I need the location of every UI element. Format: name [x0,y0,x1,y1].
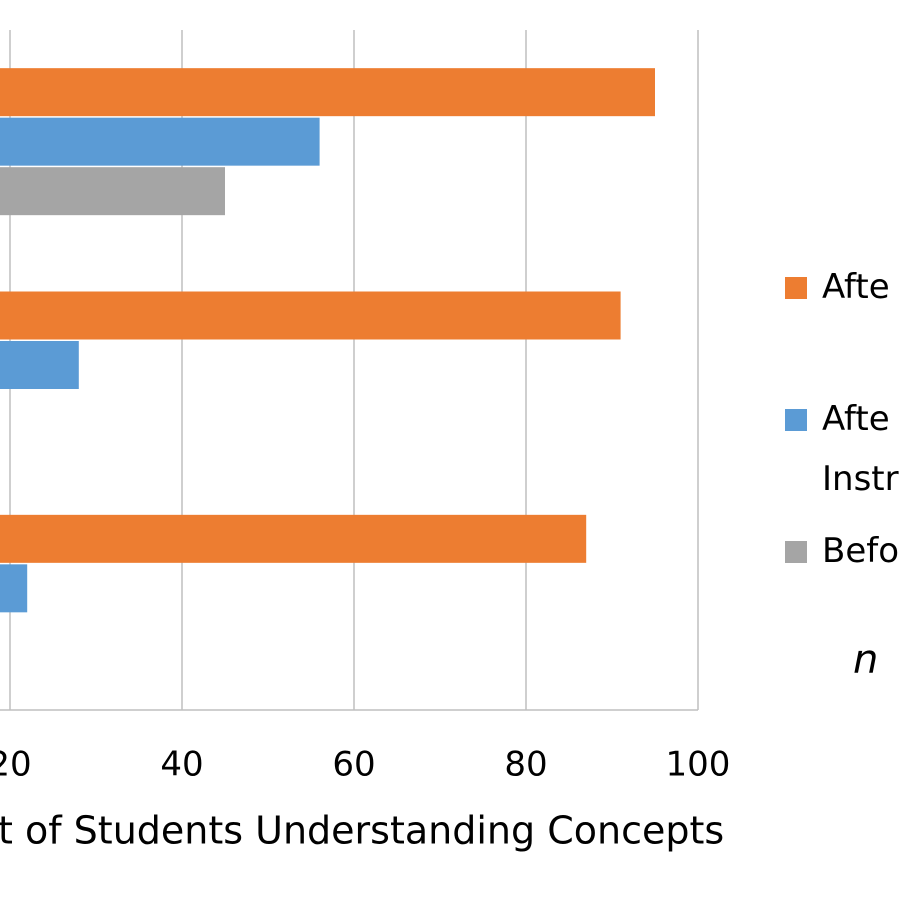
x-tick-label: 60 [332,745,375,785]
bar [0,167,225,216]
bar [0,514,587,563]
bar [0,291,621,340]
x-axis-title: t of Students Understanding Concepts [0,809,724,853]
legend-swatch [785,409,807,431]
bar [0,68,655,117]
bar [0,564,28,613]
x-tick-label: 80 [504,745,547,785]
legend-swatch [785,277,807,299]
legend-label: Afte [822,267,890,307]
x-tick-label: 100 [666,745,731,785]
annotation: n [853,637,878,683]
bar [0,341,79,389]
x-tick-label: 20 [0,745,32,785]
x-tick-label: 40 [160,745,203,785]
bar [0,117,320,166]
legend-label: Afte Instr [822,399,900,499]
legend-label: Befo [822,531,899,571]
legend-swatch [785,541,807,563]
